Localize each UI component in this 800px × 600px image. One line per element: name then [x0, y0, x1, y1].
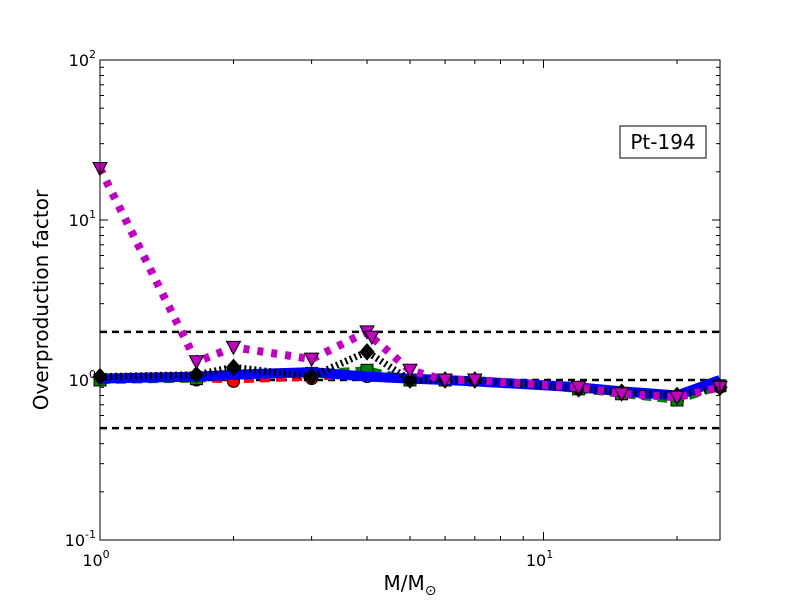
y-tick-exponent: 1: [89, 208, 96, 221]
y-axis-title: Overproduction factor: [29, 189, 53, 410]
series-4-point: [363, 330, 380, 346]
series-4-point: [613, 387, 630, 402]
y-tick-label: 100: [69, 368, 96, 390]
annotation-label: Pt-194: [630, 130, 695, 154]
series-4-point: [570, 380, 587, 396]
x-axis-title-main: M/M: [384, 571, 425, 595]
y-tick-exponent: 2: [89, 48, 96, 61]
y-tick-label: 101: [69, 208, 96, 230]
y-tick-label: 10-1: [65, 528, 96, 550]
y-tick-exponent: -1: [85, 528, 96, 541]
series-3-point: [188, 365, 205, 384]
y-tick-label: 102: [69, 48, 96, 70]
x-tick-label: 101: [526, 548, 553, 570]
series-3-point: [402, 371, 418, 389]
series-3-point: [303, 367, 320, 386]
y-tick-base: 10: [69, 51, 89, 70]
series-3-point: [225, 358, 242, 377]
series-4-point: [303, 352, 320, 368]
x-axis-title: M/M⊙: [384, 571, 437, 599]
x-tick-base: 10: [82, 551, 102, 570]
series-4-point: [466, 373, 483, 389]
annotation-box: Pt-194: [619, 125, 707, 159]
reference-lines: [100, 330, 720, 430]
y-tick-base: 10: [69, 211, 89, 230]
series-4-point: [225, 340, 242, 356]
x-tick-exponent: 1: [546, 548, 553, 561]
series-4: [92, 161, 728, 406]
annotation-frame: [619, 125, 707, 159]
series-4-point: [402, 363, 418, 379]
y-tick-exponent: 0: [89, 368, 96, 381]
y-tick-base: 10: [65, 531, 85, 550]
y-tick-base: 10: [69, 371, 89, 390]
series-layer: [92, 161, 728, 407]
series-3-point: [359, 343, 375, 361]
series-4-point: [669, 390, 685, 406]
x-tick-label: 100: [82, 548, 109, 570]
x-tick-exponent: 0: [103, 548, 110, 561]
series-4-point: [437, 373, 453, 389]
x-axis-title-sub: ⊙: [425, 583, 437, 599]
series-4-point: [188, 355, 205, 370]
x-tick-base: 10: [526, 551, 546, 570]
